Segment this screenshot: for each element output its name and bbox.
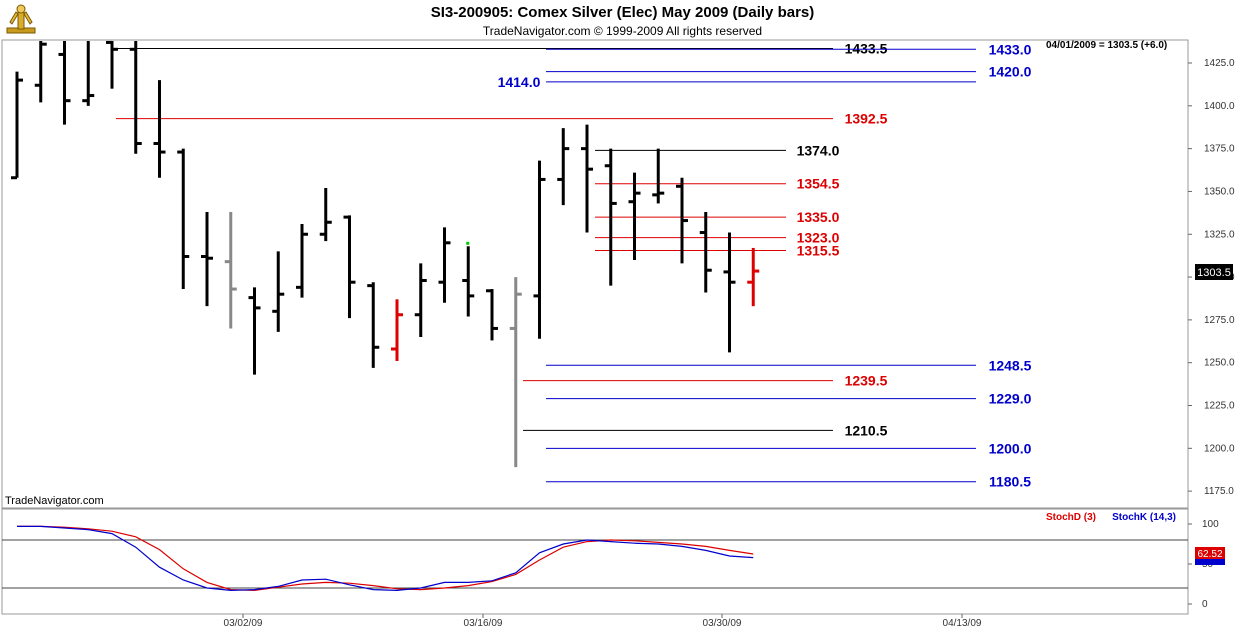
price-tick-label: 1425.0 (1204, 58, 1235, 69)
price-tick-label: 1400.0 (1204, 101, 1235, 112)
price-tick-label: 1350.0 (1204, 186, 1235, 197)
trade-navigator-logo-icon (4, 2, 38, 36)
stoch-tick-label: 100 (1202, 519, 1219, 530)
stoch-series-line (17, 525, 754, 592)
last-price-label: 1303.5 (1197, 267, 1231, 279)
ohlc-bar (343, 215, 356, 319)
ohlc-bar (391, 299, 403, 361)
date-tick-label: 03/30/09 (703, 618, 742, 629)
price-tick-label: 1375.0 (1204, 144, 1235, 155)
level-lines: 1433.5 1433.0 1420.0 1414.0 1392.5 1374.0 1354… (116, 40, 1032, 490)
chart-frames (1, 39, 1189, 615)
ohlc-bar (58, 41, 71, 125)
level-label: 1433.5 (845, 40, 888, 56)
price-tick-label: 1250.0 (1204, 358, 1235, 369)
ohlc-bar (747, 247, 760, 307)
ohlc-bar (557, 128, 570, 206)
level-label: 1414.0 (498, 74, 541, 90)
ohlc-bar (272, 251, 285, 332)
stoch-series-line (17, 525, 754, 592)
ohlc-bar (153, 80, 166, 178)
ohlc-bar (248, 287, 261, 375)
ohlc-bar (486, 289, 498, 341)
price-tick-label: 1275.0 (1204, 315, 1235, 326)
level-label: 1200.0 (989, 440, 1032, 456)
stoch-legend: StochD (3) StochK (14,3) (1046, 512, 1176, 523)
chart-header: SI3-200905: Comex Silver (Elec) May 2009… (0, 0, 1245, 40)
stoch-last-marker: 62.52 (1195, 547, 1225, 565)
level-label: 1433.0 (989, 41, 1032, 57)
date-tick-label: 04/13/09 (943, 618, 982, 629)
chart-title: SI3-200905: Comex Silver (Elec) May 2009… (430, 4, 815, 21)
level-label: 1315.5 (797, 243, 840, 259)
price-tick-label: 1225.0 (1204, 401, 1235, 412)
ohlc-bar (723, 232, 736, 353)
ohlc-bar (319, 188, 332, 242)
level-label: 1374.0 (797, 142, 840, 158)
ohlc-bar (201, 211, 213, 307)
level-label: 1180.5 (989, 474, 1031, 490)
stoch-panel-frame (1, 508, 1189, 615)
ohlc-bar (34, 41, 47, 103)
ohlc-bar (628, 172, 641, 260)
price-tick-label: 1200.0 (1204, 443, 1235, 454)
ohlc-bar (11, 71, 23, 180)
ohlc-bar (699, 211, 712, 293)
stoch-k-legend: StochK (14,3) (1112, 512, 1176, 523)
signal-mark (466, 241, 470, 245)
ohlc-bar (296, 223, 308, 298)
level-label: 1239.5 (845, 373, 888, 389)
stoch-last-label: 62.52 (1197, 549, 1222, 560)
watermark-text: TradeNavigator.com (5, 495, 104, 507)
ohlc-bar (106, 40, 118, 89)
ohlc-bar (438, 227, 451, 303)
ohlc-bar (367, 282, 380, 368)
level-label: 1420.0 (989, 64, 1032, 80)
date-tick-label: 03/16/09 (464, 618, 503, 629)
ohlc-bar (676, 177, 688, 264)
level-label: 1323.0 (797, 230, 840, 246)
ohlc-bar (224, 211, 237, 329)
level-label: 1392.5 (845, 111, 888, 127)
level-label: 1229.0 (989, 391, 1032, 407)
ohlc-bar (581, 124, 593, 233)
stochastic-panel: 100500 (2, 519, 1219, 610)
price-tick-label: 1325.0 (1204, 229, 1235, 240)
level-label: 1335.0 (797, 209, 840, 225)
ohlc-bar (604, 148, 617, 286)
level-label: 1248.5 (989, 357, 1032, 373)
ohlc-bar (509, 277, 522, 468)
last-price-marker: 1303.5 (1195, 264, 1233, 280)
ohlc-bar (652, 148, 665, 204)
ohlc-bar (82, 41, 95, 106)
ohlc-bar (177, 148, 190, 290)
price-panel-frame (1, 39, 1189, 509)
price-bars (11, 40, 760, 468)
stoch-d-legend: StochD (3) (1046, 512, 1096, 523)
ohlc-bar (129, 41, 142, 154)
price-tick-label: 1175.0 (1204, 486, 1234, 497)
copyright-text: TradeNavigator.com © 1999-2009 All right… (482, 24, 763, 38)
ohlc-bar (533, 160, 546, 339)
level-label: 1210.5 (845, 422, 888, 438)
stoch-tick-label: 0 (1202, 599, 1208, 610)
level-label: 1354.5 (797, 176, 840, 192)
ohlc-bar (462, 246, 475, 317)
info-box-text: 04/01/2009 = 1303.5 (+6.0) (1046, 40, 1167, 51)
date-tick-label: 03/02/09 (224, 618, 263, 629)
ohlc-bar (414, 263, 427, 337)
date-axis: 03/02/09 03/16/09 03/30/09 04/13/09 (224, 614, 982, 629)
